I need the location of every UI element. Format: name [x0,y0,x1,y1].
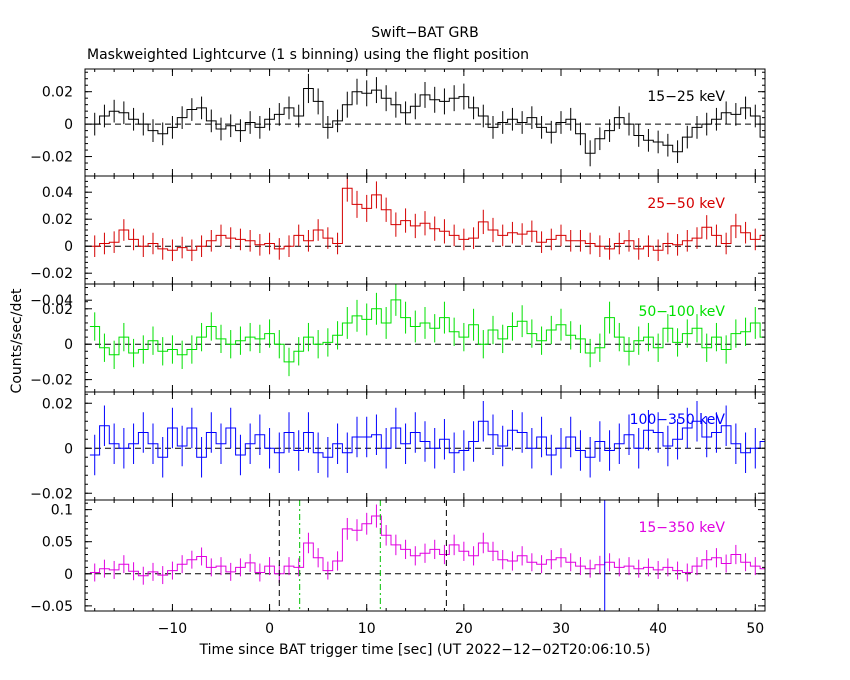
step-line [89,420,765,458]
figure-subtitle: Maskweighted Lightcurve (1 s binning) us… [87,47,529,63]
panel-1: −0.04 −0.02 0 0.02 0.04 25−50 keV [30,175,766,309]
panel-4: −0.05 0 0.05 0.1 15−350 keV [30,499,766,615]
band-label: 15−25 keV [647,89,725,105]
panels-group: −0.02 0 0.02 15−25 keV −0.04 −0.02 0 0.02 0.04 25… [30,68,766,615]
y-tick-label: −0.02 [30,486,73,502]
y-tick-label: 0 [64,337,73,353]
y-tick-label: −0.02 [30,266,73,282]
step-line [89,515,765,577]
data-layer [89,176,765,262]
data-layer [89,73,765,167]
band-label: 25−50 keV [647,196,725,212]
figure-title: Swift−BAT GRB [371,25,478,41]
panel-3: −0.02 0 0.02 100−350 keV [30,391,766,502]
x-tick-label: 40 [649,621,667,637]
y-tick-label: 0.1 [51,503,73,519]
y-tick-label: 0 [64,117,73,133]
y-tick-label: 0 [64,239,73,255]
step-line [89,88,765,154]
data-layer [89,401,765,478]
y-tick-label: 0.02 [42,85,73,101]
y-tick-label: −0.02 [30,373,73,389]
y-axis-label: Counts/sec/det [9,288,25,393]
y-tick-label: −0.04 [30,293,73,309]
x-tick-label: 10 [358,621,376,637]
x-tick-label: 0 [265,621,274,637]
y-tick-label: 0.04 [42,185,73,201]
panel-2: −0.02 0 0.02 50−100 keV [30,283,766,393]
panel-0: −0.02 0 0.02 15−25 keV [30,68,766,177]
y-tick-label: 0.02 [42,212,73,228]
x-tick-label: 50 [746,621,764,637]
y-tick-label: 0.05 [42,535,73,551]
band-label: 15−350 keV [638,520,725,536]
y-tick-label: 0.02 [42,396,73,412]
y-tick-label: −0.02 [30,150,73,166]
x-tick-label: −10 [158,621,188,637]
y-tick-label: 0 [64,441,73,457]
y-tick-label: 0 [64,567,73,583]
x-tick-label: 30 [552,621,570,637]
band-label: 50−100 keV [638,304,725,320]
y-tick-label: 0.02 [42,302,73,318]
step-line [89,187,765,251]
x-axis-label: Time since BAT trigger time [sec] (UT 20… [198,642,650,658]
y-tick-label: −0.05 [30,599,73,615]
x-tick-label: 20 [455,621,473,637]
data-layer [89,284,765,377]
data-layer [89,500,765,611]
band-label: 100−350 keV [630,412,726,428]
step-line [89,299,765,363]
